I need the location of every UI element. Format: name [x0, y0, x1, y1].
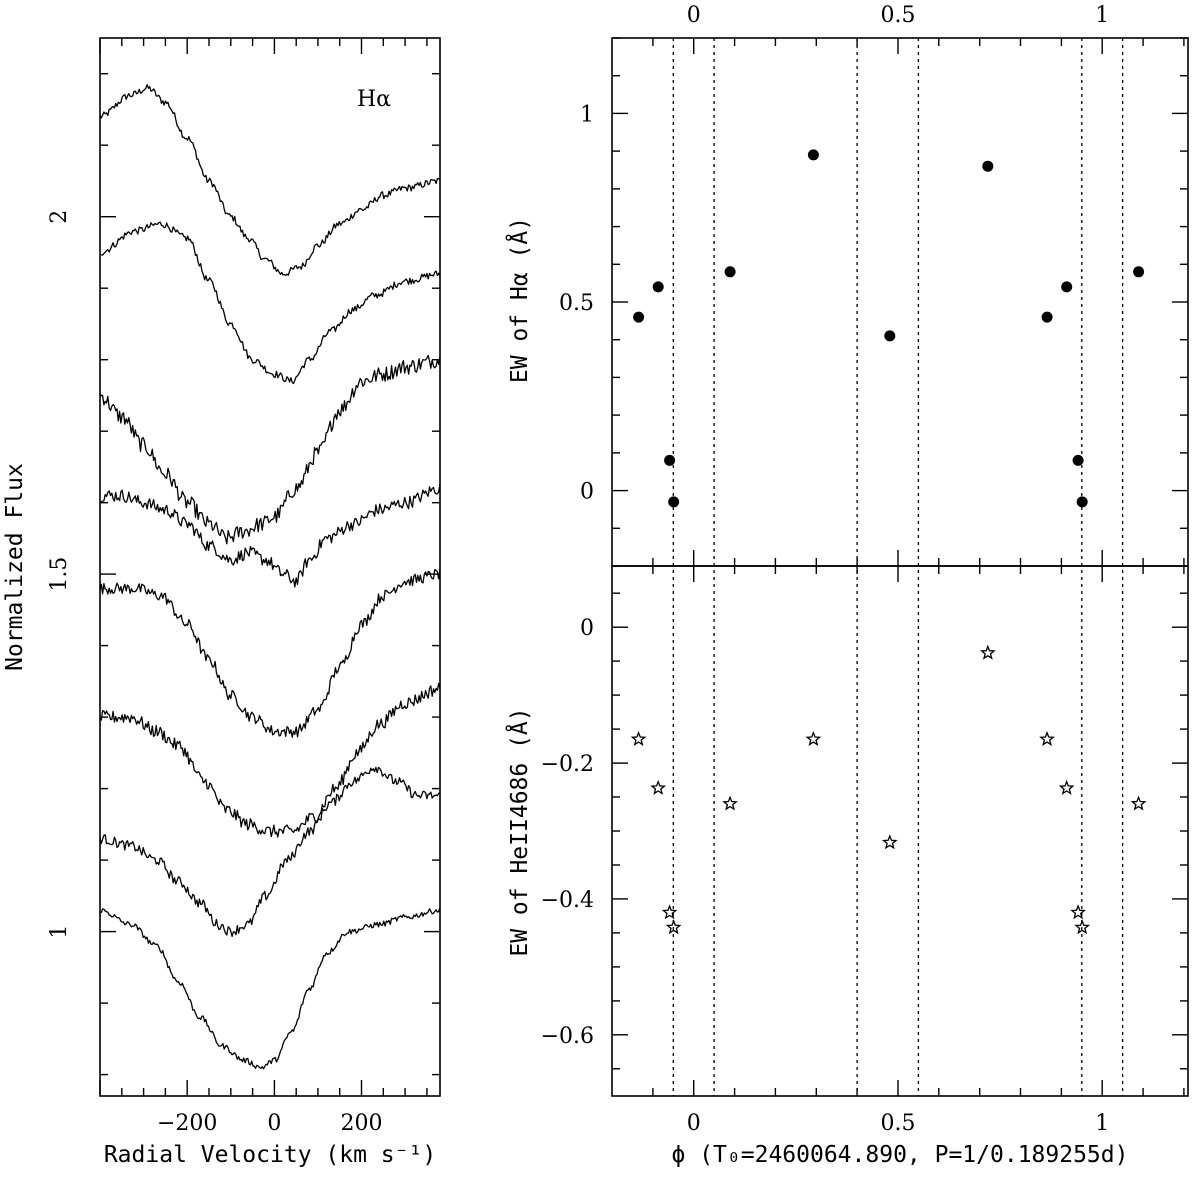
right-panels: 0 0.5 1 0 0.5 1 0 0.5 1 0 −0.2 −0.4 −0.6 EW of Hα (Å… [505, 3, 1189, 1168]
ew-halpha-frame [611, 37, 1189, 567]
spectrum-line [99, 682, 441, 838]
ew-halpha-point [633, 311, 645, 323]
ew-heii-y-tick-label: −0.2 [541, 752, 594, 777]
right-ticks [612, 37, 1188, 1096]
bottom-x-tick-label: 0.5 [881, 1111, 916, 1136]
left-x-tick-label: 200 [341, 1111, 383, 1136]
spectrum-line [99, 483, 441, 588]
ew-heii-point [661, 904, 678, 920]
left-ticks [99, 38, 440, 1096]
ew-halpha-y-tick-label: 0.5 [559, 291, 594, 316]
spectrum-line [99, 354, 441, 545]
ew-heii-point [979, 644, 996, 660]
ew-halpha-point [1133, 266, 1145, 278]
left-panel: −200 0 200 11.52 Hα Radial Velocity (km s⁻… [2, 37, 441, 1168]
ew-halpha-point [807, 149, 819, 161]
ew-halpha-points [633, 149, 1145, 508]
spectrum-line [99, 221, 441, 385]
ew-halpha-point [1072, 454, 1084, 466]
ew-heii-frame [611, 565, 1189, 1097]
top-x-tick-label: 0 [687, 3, 701, 28]
phase-x-axis-label: ϕ (T₀=2460064.890, P=1/0.189255d) [672, 1142, 1129, 1168]
top-x-tick-label: 1 [1095, 3, 1109, 28]
ew-halpha-y-tick-label: 1 [580, 102, 594, 127]
ew-heii-point [630, 730, 647, 746]
left-y-tick-label: 2 [47, 210, 72, 224]
left-y-tick-labels: 11.52 [47, 210, 72, 939]
left-y-tick-label: 1.5 [47, 557, 72, 592]
ew-halpha-point [884, 330, 896, 342]
ew-halpha-point [1061, 281, 1073, 293]
bottom-x-tick-label: 1 [1095, 1111, 1109, 1136]
ew-halpha-point [668, 496, 680, 508]
left-plot-frame [99, 37, 441, 1097]
ew-heii-point [1039, 730, 1055, 746]
halpha-annotation: Hα [357, 87, 391, 112]
ew-heii-point [1070, 904, 1086, 920]
ew-heii-point [665, 919, 682, 935]
ew-heii-point [1130, 795, 1147, 811]
ew-halpha-y-tick-label: 0 [580, 480, 594, 505]
ew-heii-y-axis-label: EW of HeII4686 (Å) [505, 707, 533, 956]
ew-heii-y-tick-label: −0.4 [541, 888, 594, 913]
right-tick-labels: 0 0.5 1 0 0.5 1 0 0.5 1 0 −0.2 −0.4 −0.6 [541, 3, 1110, 1136]
left-x-tick-label: 0 [267, 1111, 281, 1136]
left-x-tick-labels: −200 0 200 [157, 1111, 383, 1136]
bottom-x-tick-label: 0 [687, 1111, 701, 1136]
ew-heii-point [650, 779, 667, 795]
ew-halpha-point [652, 281, 664, 293]
ew-heii-point [1074, 919, 1091, 935]
left-x-axis-label: Radial Velocity (km s⁻¹) [104, 1142, 436, 1168]
left-x-tick-label: −200 [157, 1111, 217, 1136]
spectrum-line [99, 907, 441, 1070]
ew-heii-point [1058, 779, 1075, 795]
ew-halpha-y-axis-label: EW of Hα (Å) [505, 217, 533, 383]
ew-heii-points [630, 644, 1147, 935]
ew-halpha-point [724, 266, 736, 278]
spectrum-line [99, 766, 441, 938]
ew-halpha-point [1041, 311, 1053, 323]
ew-halpha-point [664, 454, 676, 466]
top-x-tick-label: 0.5 [881, 3, 916, 28]
ew-halpha-point [1076, 496, 1088, 508]
ew-heii-y-tick-label: 0 [580, 616, 594, 641]
ew-halpha-point [982, 160, 994, 172]
left-y-tick-label: 1 [47, 925, 72, 939]
ew-heii-point [805, 730, 822, 746]
spectrum-line [99, 84, 441, 276]
left-spectra [99, 84, 441, 1070]
ew-heii-y-tick-label: −0.6 [541, 1024, 594, 1049]
spectrum-line [99, 568, 441, 738]
phase-reference-lines [672, 38, 1124, 1096]
ew-heii-point [881, 834, 898, 850]
ew-heii-point [722, 795, 738, 811]
left-y-axis-label: Normalized Flux [2, 463, 28, 671]
